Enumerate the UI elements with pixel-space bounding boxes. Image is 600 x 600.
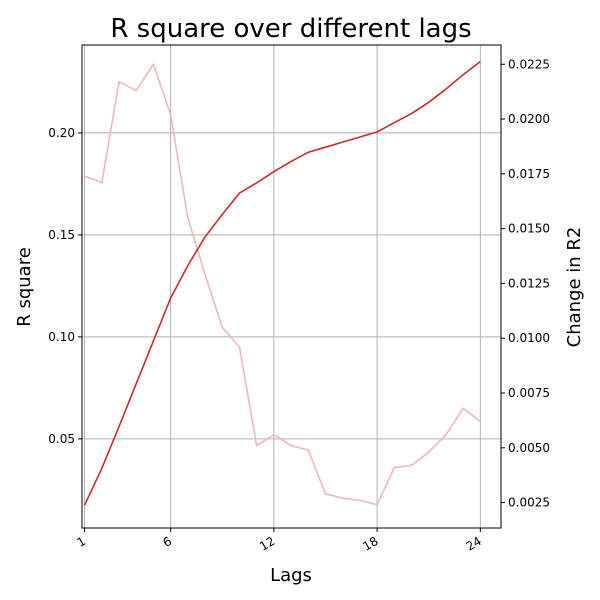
y2-tick-label: 0.0225: [508, 57, 550, 71]
y-tick-label: 0.20: [48, 126, 75, 140]
y2-tick-label: 0.0025: [508, 496, 550, 510]
y-tick-label: 0.05: [48, 432, 75, 446]
x-tick-label: 6: [161, 534, 175, 550]
chart-title: R square over different lags: [110, 14, 471, 44]
series-layer: [83, 60, 481, 506]
y-tick-label: 0.15: [48, 228, 75, 242]
x-tick-label: 1: [74, 534, 88, 550]
y-axis-right: 0.0025 0.0050 0.0075 0.0100 0.0125 0.0150 0.01…: [501, 57, 550, 510]
y2-tick-label: 0.0175: [508, 167, 550, 181]
series-line-r-square: [83, 60, 481, 506]
y-tick-label: 0.10: [48, 330, 75, 344]
y-axis-label: R square: [14, 247, 35, 327]
y-axis-left: 0.05 0.10 0.15 0.20: [48, 126, 82, 446]
plot-frame: [81, 44, 502, 529]
y2-tick-label: 0.0075: [508, 386, 550, 400]
x-axis-label: Lags: [270, 565, 312, 586]
y2-tick-label: 0.0125: [508, 276, 550, 290]
series-line-change-in-r2: [84, 63, 481, 506]
y2-tick-label: 0.0050: [508, 441, 550, 455]
x-tick-label: 12: [257, 534, 277, 554]
x-tick-label: 24: [464, 534, 484, 554]
y2-tick-label: 0.0150: [508, 222, 550, 236]
grid: [82, 45, 501, 528]
x-tick-label: 18: [360, 534, 380, 554]
y2-axis-label: Change in R2: [564, 227, 585, 348]
y2-tick-label: 0.0200: [508, 112, 550, 126]
y2-tick-label: 0.0100: [508, 331, 550, 345]
x-axis: 1 6 12 18 24: [74, 528, 484, 554]
